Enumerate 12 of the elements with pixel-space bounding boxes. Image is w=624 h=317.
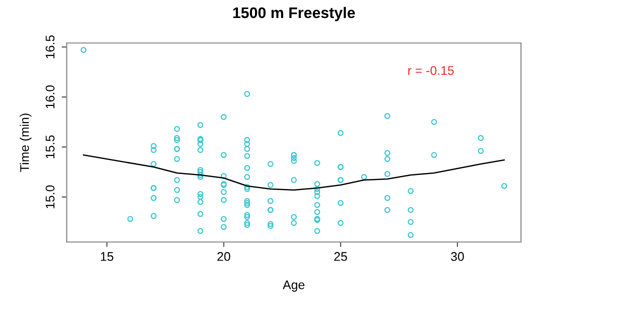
y-tick-label: 16.5 <box>46 35 55 58</box>
y-tick-label: 16.0 <box>46 85 55 108</box>
y-tick-label: 15.0 <box>46 185 55 208</box>
y-axis-title: Time (min) <box>20 114 32 172</box>
x-tick-label: 15 <box>100 252 114 261</box>
x-axis-title: Age <box>282 280 304 292</box>
y-tick-label: 15.5 <box>46 135 55 158</box>
x-tick-label: 25 <box>334 252 348 261</box>
annotation: r = -0.15 <box>408 66 454 75</box>
chart-title: 1500 m Freestyle <box>233 6 355 22</box>
x-tick-label: 20 <box>217 252 230 261</box>
x-tick-label: 30 <box>450 252 464 261</box>
